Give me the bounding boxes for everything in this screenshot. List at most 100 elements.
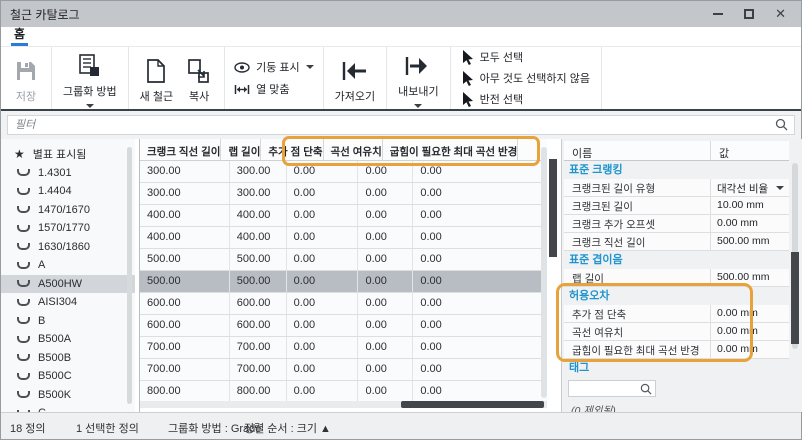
property-value[interactable]: 500.00 mm — [711, 269, 789, 286]
property-name: 크랭크 추가 오프셋 — [564, 215, 711, 232]
property-row[interactable]: 굽힘이 필요한 최대 곡선 반경 0.00 mm — [564, 341, 789, 359]
sidebar-starred-label: 별표 표시됨 — [32, 149, 87, 162]
close-icon[interactable]: ✕ — [775, 6, 786, 21]
table-row[interactable]: 600.00 600.00 0.00 0.00 0.00 — [140, 315, 547, 337]
props-scrollbar-thumb[interactable] — [791, 252, 799, 344]
copy-button[interactable]: 복사 — [179, 53, 219, 104]
table-row[interactable]: 700.00 700.00 0.00 0.00 0.00 — [140, 337, 547, 359]
table-hscrollbar-thumb[interactable] — [401, 401, 544, 408]
cell-crank-straight-length: 300.00 — [140, 183, 230, 204]
property-value[interactable]: 500.00 mm — [711, 233, 789, 250]
table-row[interactable]: 500.00 500.00 0.00 0.00 0.00 — [140, 249, 547, 271]
sidebar-item-grade[interactable]: B500B — [1, 349, 135, 368]
cell-extra-point-shortening: 0.00 — [287, 315, 359, 336]
search-icon — [775, 118, 788, 131]
property-row[interactable]: 크랭크된 길이 10.00 mm — [564, 197, 789, 215]
property-value[interactable]: 0.00 mm — [711, 305, 789, 322]
sidebar-item-grade[interactable]: B — [1, 312, 135, 331]
cell-extra-point-shortening: 0.00 — [287, 161, 359, 182]
column-header[interactable]: 랩 길이 — [221, 139, 262, 160]
sidebar-item-grade[interactable]: 1470/1670 — [1, 201, 135, 220]
cell-crank-straight-length: 600.00 — [140, 315, 230, 336]
table-row[interactable]: 300.00 300.00 0.00 0.00 0.00 — [140, 183, 547, 205]
sidebar-item-grade[interactable]: 1570/1770 — [1, 219, 135, 238]
table-vscrollbar-track[interactable] — [541, 147, 547, 398]
new-rebar-button[interactable]: 새 철근 — [134, 53, 179, 104]
property-row[interactable]: 크랭크된 길이 유형 대각선 비율 — [564, 179, 789, 197]
sidebar-item-grade[interactable]: 1630/1860 — [1, 238, 135, 257]
invert-selection-label: 반전 선택 — [479, 94, 524, 106]
property-value[interactable]: 0.00 mm — [711, 341, 789, 358]
cell-extra-point-shortening: 0.00 — [287, 227, 359, 248]
property-value[interactable]: 0.00 mm — [711, 323, 789, 340]
save-button[interactable]: 저장 — [6, 53, 46, 104]
cell-max-curve-radius: 0.00 — [420, 297, 442, 309]
sidebar-item-grade[interactable]: B500K — [1, 386, 135, 405]
table-row[interactable]: 800.00 800.00 0.00 0.00 0.00 — [140, 381, 547, 403]
sidebar-item-starred[interactable]: ★ 별표 표시됨 — [1, 145, 135, 164]
property-value[interactable]: 0.00 mm — [711, 215, 789, 232]
property-name: 크랭크된 길이 유형 — [564, 179, 711, 196]
table-vscrollbar-thumb[interactable] — [549, 159, 557, 257]
cell-curve-allowance: 0.00 — [358, 337, 414, 358]
fit-columns-icon — [234, 84, 250, 95]
column-header[interactable]: 곡선 여유치 — [324, 139, 383, 160]
table-row[interactable]: 300.00 300.00 0.00 0.00 0.00 — [140, 161, 547, 183]
column-header[interactable]: 굽힘이 필요한 최대 곡선 반경 — [383, 139, 519, 160]
table-header: 크랭크 직선 길이 랩 길이 추가 점 단축 곡선 여유치 굽힘이 필요한 최대… — [140, 139, 547, 161]
section-title-tags: 태그 — [569, 362, 590, 374]
export-button[interactable]: 내보내기 — [392, 48, 444, 108]
sidebar-item-grade[interactable]: AISI304 — [1, 293, 135, 312]
cell-curve-allowance: 0.00 — [358, 271, 414, 292]
status-definition-count: 18 정의 — [10, 423, 46, 435]
table-row[interactable]: 500.00 500.00 0.00 0.00 0.00 — [140, 271, 547, 293]
property-row[interactable]: 곡선 여유치 0.00 mm — [564, 323, 789, 341]
sidebar-item-grade[interactable]: A — [1, 256, 135, 275]
cell-crank-straight-length: 500.00 — [140, 249, 230, 270]
import-button[interactable]: 가져오기 — [329, 53, 381, 104]
sidebar-item-grade[interactable]: A500HW — [1, 274, 135, 293]
cell-max-curve-radius: 0.00 — [420, 209, 442, 221]
filter-input[interactable] — [7, 115, 795, 135]
search-icon — [640, 383, 652, 395]
property-value[interactable]: 대각선 비율 — [711, 179, 789, 196]
property-row[interactable]: 랩 길이 500.00 mm — [564, 269, 789, 287]
grade-sidebar: ★ 별표 표시됨 1.4301 1.4404 — [1, 139, 135, 412]
table-row[interactable]: 400.00 400.00 0.00 0.00 0.00 — [140, 205, 547, 227]
sidebar-item-grade[interactable]: 1.4404 — [1, 182, 135, 201]
fit-columns-button[interactable]: 열 맞춤 — [234, 81, 314, 97]
maximize-icon[interactable] — [744, 9, 755, 19]
rebar-icon — [17, 335, 30, 343]
section-rows-standard-lapping: 랩 길이 500.00 mm — [564, 269, 802, 287]
cell-lap-length: 500.00 — [230, 271, 287, 292]
tab-home[interactable]: 홈 — [11, 24, 29, 46]
property-value-text: 0.00 mm — [717, 343, 758, 355]
property-value-text: 0.00 mm — [717, 307, 758, 319]
property-name: 굽힘이 필요한 최대 곡선 반경 — [564, 341, 711, 358]
sidebar-item-grade[interactable]: C — [1, 404, 135, 412]
table-row[interactable]: 400.00 400.00 0.00 0.00 0.00 — [140, 227, 547, 249]
select-all-button[interactable]: 모두 선택 — [462, 49, 590, 65]
sidebar-item-grade[interactable]: 1.4301 — [1, 164, 135, 183]
cell-max-curve-radius: 0.00 — [420, 363, 442, 375]
property-value[interactable]: 10.00 mm — [711, 197, 789, 214]
invert-selection-button[interactable]: 반전 선택 — [462, 91, 590, 107]
visible-columns-button[interactable]: 기둥 표시 — [234, 59, 314, 75]
column-header[interactable]: 크랭크 직선 길이 — [140, 139, 222, 160]
grouping-method-button[interactable]: 그룹화 방법 — [57, 48, 123, 108]
sidebar-item-grade[interactable]: B500A — [1, 330, 135, 349]
table-hscrollbar-track[interactable] — [140, 401, 547, 408]
table-row[interactable]: 700.00 700.00 0.00 0.00 0.00 — [140, 359, 547, 381]
tag-search-box[interactable] — [568, 380, 656, 397]
column-header[interactable]: 추가 점 단축 — [261, 139, 324, 160]
title-bar[interactable]: 철근 카탈로그 ✕ — [1, 1, 801, 27]
sidebar-item-grade[interactable]: B500C — [1, 367, 135, 386]
select-none-label: 아무 것도 선택하지 않음 — [479, 73, 590, 85]
sidebar-scrollbar[interactable] — [127, 147, 132, 404]
property-row[interactable]: 크랭크 직선 길이 500.00 mm — [564, 233, 789, 251]
property-row[interactable]: 크랭크 추가 오프셋 0.00 mm — [564, 215, 789, 233]
select-none-button[interactable]: 아무 것도 선택하지 않음 — [462, 70, 590, 86]
property-row[interactable]: 추가 점 단축 0.00 mm — [564, 305, 789, 323]
minimize-icon[interactable] — [713, 13, 724, 15]
table-row[interactable]: 600.00 600.00 0.00 0.00 0.00 — [140, 293, 547, 315]
